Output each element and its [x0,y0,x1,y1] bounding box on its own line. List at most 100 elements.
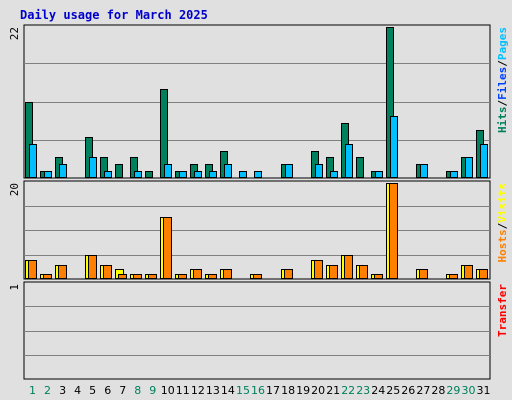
bar-hosts-day-20 [314,260,323,279]
bar-hosts-day-24 [374,274,383,279]
side-label-hosts: Hosts [496,229,509,262]
x-tick-label: 5 [89,384,96,397]
x-tick-label: 8 [134,384,141,397]
side-label-separator: / [496,100,509,107]
x-tick-label: 28 [431,384,445,397]
x-tick-label: 17 [266,384,280,397]
bar-hosts-day-5 [88,255,97,279]
bar-hosts-day-18 [284,269,293,279]
bar-files-day-29 [450,171,458,178]
bar-files-day-12 [194,171,202,178]
bar-files-day-10 [164,164,172,178]
x-tick-label: 4 [74,384,81,397]
bar-hosts-day-6 [103,265,112,279]
x-tick-label: 20 [311,384,325,397]
x-tick-label: 30 [462,384,476,397]
x-tick-label: 16 [251,384,265,397]
x-tick-label: 7 [119,384,126,397]
bar-hosts-day-11 [178,274,187,279]
x-tick-label: 27 [416,384,430,397]
side-label-pages: Pages [496,27,509,60]
bar-files-day-2 [44,171,52,178]
bar-hosts-day-7 [118,274,127,279]
x-tick-label: 29 [446,384,460,397]
bar-files-day-24 [375,171,383,178]
chart-title: Daily usage for March 2025 [20,8,208,22]
x-tick-label: 26 [401,384,415,397]
x-tick-label: 6 [104,384,111,397]
chart-panels [23,24,491,380]
side-label-separator: / [496,60,509,67]
side-label-middle: Hosts/Visits [496,183,509,263]
bar-hosts-day-8 [133,274,142,279]
bar-hosts-day-31 [479,269,488,279]
bar-files-day-27 [420,164,428,178]
bar-files-day-5 [89,157,97,178]
bar-hosts-day-23 [359,265,368,279]
x-tick-label: 19 [296,384,310,397]
bar-hosts-day-2 [43,274,52,279]
bar-files-day-14 [224,164,232,178]
bar-files-day-6 [104,171,112,178]
x-tick-label: 12 [191,384,205,397]
side-label-top: Hits/Files/Pages [496,27,509,133]
bar-hosts-day-9 [148,274,157,279]
x-tick-label: 13 [206,384,220,397]
bar-files-day-3 [59,164,67,178]
bar-files-day-22 [345,144,353,178]
bar-hosts-day-21 [329,265,338,279]
bar-hits-day-9 [145,171,153,178]
bar-files-day-13 [209,171,217,178]
x-tick-label: 3 [59,384,66,397]
x-tick-label: 9 [149,384,156,397]
side-label-bottom: Transfer [496,284,509,337]
bar-files-day-15 [239,171,247,178]
bar-hosts-day-22 [344,255,353,279]
bar-hosts-day-12 [193,269,202,279]
bar-hosts-day-14 [223,269,232,279]
x-tick-label: 2 [44,384,51,397]
x-tick-label: 14 [221,384,235,397]
bar-hits-day-7 [115,164,123,178]
x-tick-label: 24 [371,384,385,397]
bar-hosts-day-1 [28,260,37,279]
x-tick-label: 18 [281,384,295,397]
side-label-hits: Hits [496,107,509,134]
bar-files-day-18 [285,164,293,178]
bar-files-day-21 [330,171,338,178]
panel-top [23,24,491,179]
side-label-separator: / [496,222,509,229]
x-tick-label: 21 [326,384,340,397]
panel-bottom [23,281,491,380]
x-tick-label: 31 [477,384,491,397]
side-label-visits: Visits [496,183,509,223]
bar-hosts-day-27 [419,269,428,279]
x-tick-label: 25 [386,384,400,397]
bar-hosts-day-13 [208,274,217,279]
y-max-label-bottom: 1 [8,284,21,291]
bar-files-day-25 [390,116,398,178]
bar-hosts-day-25 [389,183,398,279]
x-tick-label: 11 [176,384,190,397]
bar-hosts-day-3 [58,265,67,279]
chart-bars [25,27,488,279]
bar-hosts-day-29 [449,274,458,279]
x-tick-label: 23 [356,384,370,397]
x-tick-label: 22 [341,384,355,397]
bar-files-day-30 [465,157,473,178]
bar-files-day-31 [480,144,488,178]
bar-files-day-8 [134,171,142,178]
bar-files-day-16 [254,171,262,178]
x-tick-label: 10 [161,384,175,397]
bar-hits-day-23 [356,157,364,178]
bar-hosts-day-30 [464,265,473,279]
y-max-label-middle: 20 [8,183,21,196]
bar-files-day-1 [29,144,37,178]
y-max-label-top: 22 [8,27,21,40]
x-tick-label: 1 [29,384,36,397]
x-tick-label: 15 [236,384,250,397]
bar-files-day-20 [315,164,323,178]
